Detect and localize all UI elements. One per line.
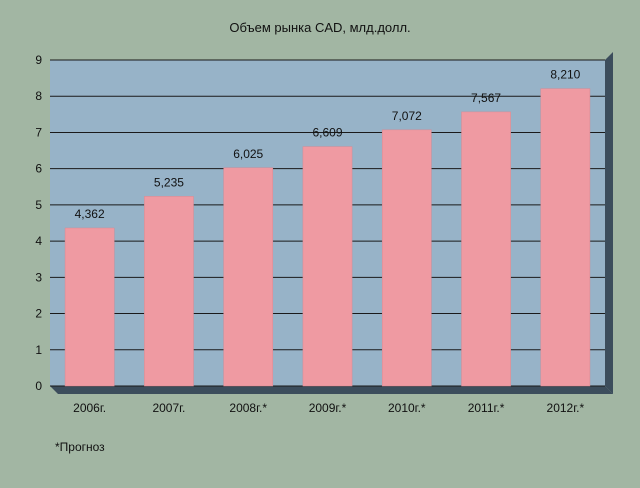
bar-value-label: 6,025 [233,147,263,161]
bar [540,88,591,387]
y-tick-label: 5 [35,198,42,212]
y-tick-label: 7 [35,125,42,139]
bar [64,227,115,387]
bar-value-label: 7,567 [471,91,501,105]
bar [302,146,353,387]
plot-floor-depth [50,386,613,394]
footnote: *Прогноз [55,440,105,454]
y-tick-label: 9 [35,53,42,67]
bar-value-label: 7,072 [392,109,422,123]
y-tick-label: 6 [35,162,42,176]
x-tick-label: 2008г.* [229,401,267,415]
bar [223,167,274,387]
bar-value-label: 8,210 [550,68,580,82]
bar-value-label: 5,235 [154,175,184,189]
chart-title: Объем рынка CAD, млд.долл. [229,20,411,35]
y-tick-label: 8 [35,89,42,103]
x-tick-label: 2011г.* [468,401,505,415]
x-tick-label: 2006г. [73,401,106,415]
y-tick-label: 0 [35,379,42,393]
x-tick-label: 2009г.* [309,401,347,415]
bar-value-label: 4,362 [75,207,105,221]
bar-value-label: 6,609 [312,126,342,140]
y-tick-label: 1 [35,343,42,357]
x-tick-label: 2007г. [152,401,185,415]
bar [461,111,511,387]
x-tick-label: 2010г.* [388,401,426,415]
plot-right-depth [605,52,613,394]
y-tick-label: 4 [35,234,42,248]
bar [381,129,432,387]
y-tick-label: 2 [35,307,42,321]
bar [144,196,194,387]
x-tick-label: 2012г.* [547,401,585,415]
y-tick-label: 3 [35,270,42,284]
